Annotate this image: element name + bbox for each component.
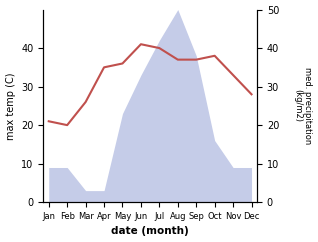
Y-axis label: max temp (C): max temp (C) [5,72,16,140]
Y-axis label: med. precipitation
(kg/m2): med. precipitation (kg/m2) [293,67,313,144]
X-axis label: date (month): date (month) [111,227,189,236]
